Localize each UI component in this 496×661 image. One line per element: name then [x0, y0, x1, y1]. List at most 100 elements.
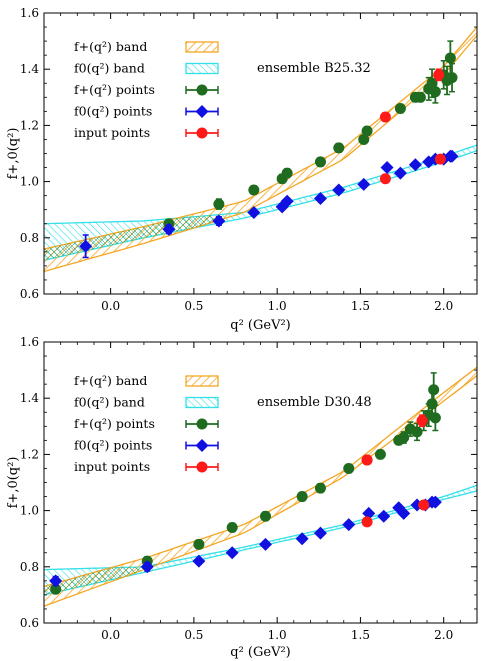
- x-tick-label: 0.5: [184, 628, 203, 642]
- y-tick-label: 1.2: [20, 118, 39, 132]
- legend-band-swatch: [185, 62, 219, 75]
- fplus-point: [193, 538, 205, 550]
- input-point: [379, 111, 391, 123]
- f0-point: [225, 546, 239, 560]
- f0-point: [79, 239, 93, 253]
- f0-point: [313, 191, 327, 205]
- f0-point: [49, 574, 63, 588]
- fplus-point: [226, 521, 238, 533]
- points-layer: [79, 40, 459, 259]
- ticks-layer: 0.0 0.5 1.0 1.5 2.0 0.6 0.8 1.0 1.2 1.4 1.6: [20, 6, 478, 313]
- x-tick-label: 1.5: [351, 628, 370, 642]
- input-point: [416, 415, 428, 427]
- x-tick-label: 0.5: [184, 299, 203, 313]
- fplus-point: [50, 583, 62, 595]
- fplus-point: [429, 412, 441, 424]
- f0-point: [397, 506, 411, 520]
- y-axis-label: f+,0(q²): [6, 457, 21, 509]
- legend-label: f0(q²) band: [74, 395, 145, 410]
- f0-point: [140, 560, 154, 574]
- f0-point: [357, 177, 371, 191]
- f0-point: [247, 206, 261, 220]
- y-tick-label: 1.6: [20, 335, 39, 349]
- legend-label: f0(q²) points: [74, 438, 152, 453]
- legend-label: f+(q²) points: [74, 82, 155, 97]
- y-tick-label: 0.8: [20, 560, 39, 574]
- y-tick-label: 1.6: [20, 6, 39, 20]
- x-axis-label: q² (GeV²): [230, 318, 291, 333]
- fplus-point: [248, 184, 260, 196]
- f0-point: [408, 158, 422, 172]
- legend-marker: [195, 105, 209, 118]
- f0-point: [332, 183, 346, 197]
- ticks-layer: 0.0 0.5 1.0 1.5 2.0 0.6 0.8 1.0 1.2 1.4 1.6: [20, 335, 478, 642]
- fplus-point: [394, 103, 406, 115]
- legend-band-swatch: [185, 41, 219, 53]
- input-point: [361, 516, 373, 528]
- fplus-point: [398, 432, 410, 444]
- f0-point: [258, 537, 272, 551]
- x-tick-label: 1.0: [268, 299, 287, 313]
- fplus-point: [411, 426, 423, 438]
- fplus-point: [444, 52, 456, 64]
- input-point: [379, 173, 391, 185]
- f0-point: [313, 526, 327, 540]
- f0-band-upper-edge: [44, 484, 477, 571]
- fplus-point: [296, 491, 308, 503]
- legend-band-swatch: [185, 375, 219, 387]
- f0-point: [280, 194, 294, 208]
- y-tick-label: 0.6: [20, 287, 39, 301]
- f0-point: [393, 166, 407, 180]
- fplus-point: [259, 510, 271, 522]
- ensemble-label: ensemble B25.32: [257, 61, 371, 76]
- legend-marker: [196, 127, 208, 139]
- y-tick-label: 0.6: [20, 616, 39, 630]
- f0-point: [212, 214, 226, 228]
- x-axis-label: q² (GeV²): [230, 645, 291, 660]
- ensemble-label: ensemble D30.48: [257, 395, 372, 410]
- legend-marker: [196, 418, 208, 430]
- fplus-point: [358, 133, 370, 145]
- legend-marker: [196, 84, 208, 96]
- input-point: [433, 69, 445, 81]
- x-tick-label: 1.0: [268, 628, 287, 642]
- f0-point: [295, 532, 309, 546]
- fplus-point: [333, 142, 345, 154]
- input-point: [434, 153, 446, 165]
- legend-marker: [196, 461, 208, 473]
- x-tick-label: 0.0: [101, 299, 120, 313]
- x-tick-label: 2.0: [434, 299, 453, 313]
- fplus-point: [361, 125, 373, 137]
- fplus-point: [446, 72, 458, 84]
- y-tick-label: 1.0: [20, 504, 39, 518]
- overlap-region: [44, 544, 214, 595]
- legend-marker: [195, 439, 209, 452]
- input-point: [361, 454, 373, 466]
- legend: f+(q²) band f0(q²) band f+(q²) points f0(q²…: [74, 39, 219, 140]
- f0-point: [428, 495, 442, 509]
- legend-label: f0(q²) band: [74, 61, 145, 76]
- fplus-point: [281, 167, 293, 179]
- fplus-point: [428, 384, 440, 396]
- x-tick-label: 0.0: [101, 628, 120, 642]
- f0-point: [342, 518, 356, 532]
- f0-point: [192, 554, 206, 568]
- fplus-point: [429, 86, 441, 98]
- fplus-band-lower-edge: [44, 375, 477, 607]
- f0-point: [445, 149, 459, 163]
- x-tick-label: 1.5: [351, 299, 370, 313]
- x-tick-label: 2.0: [434, 628, 453, 642]
- y-tick-label: 0.8: [20, 231, 39, 245]
- legend-label: f0(q²) points: [74, 104, 152, 119]
- top-panel: 0.0 0.5 1.0 1.5 2.0 0.6 0.8 1.0 1.2 1.4 1.6 f+(q²)…: [6, 6, 478, 333]
- legend-label: input points: [74, 459, 150, 474]
- y-tick-label: 1.0: [20, 175, 39, 189]
- legend: f+(q²) band f0(q²) band f+(q²) points f0(q²…: [74, 373, 219, 474]
- y-tick-label: 1.4: [20, 62, 39, 76]
- legend-label: f+(q²) band: [74, 373, 147, 388]
- f0-point: [162, 222, 176, 236]
- y-tick-label: 1.2: [20, 447, 39, 461]
- f0-point: [380, 161, 394, 175]
- y-tick-label: 1.4: [20, 391, 39, 405]
